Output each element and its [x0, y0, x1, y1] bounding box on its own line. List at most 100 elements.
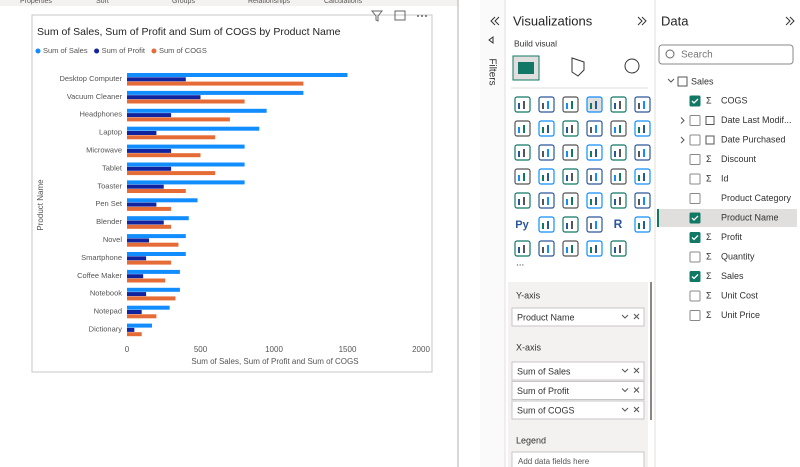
visual-icon[interactable]	[634, 192, 651, 209]
focus-icon[interactable]	[394, 10, 406, 21]
visual-icon[interactable]	[586, 144, 603, 161]
collapse-icon[interactable]	[637, 16, 647, 26]
field-name[interactable]: Date Purchased	[721, 134, 786, 144]
visual-icon[interactable]: R	[614, 217, 623, 231]
visual-icon[interactable]	[538, 216, 555, 233]
field-well[interactable]	[511, 381, 645, 400]
visual-icon[interactable]	[610, 168, 627, 185]
visual-icon[interactable]	[538, 96, 555, 113]
analytics-tab[interactable]	[624, 58, 640, 74]
legend-label[interactable]: Sum of Profit	[102, 46, 146, 55]
visual-icon[interactable]	[586, 216, 603, 233]
legend-label[interactable]: Sum of COGS	[159, 46, 207, 55]
well-actions[interactable]	[621, 313, 640, 320]
visual-icon[interactable]	[610, 192, 627, 209]
format-tab[interactable]	[571, 57, 585, 77]
ribbon-tab[interactable]: Groups	[172, 0, 195, 5]
ribbon-tab[interactable]: Properties	[20, 0, 52, 5]
visual-frame[interactable]	[31, 14, 433, 373]
field-name[interactable]: Product Name	[721, 212, 779, 222]
visual-icon[interactable]	[562, 192, 579, 209]
visual-icon[interactable]	[586, 96, 603, 113]
visual-icon[interactable]	[610, 120, 627, 137]
field-name[interactable]: Sales	[721, 271, 744, 281]
filters-strip[interactable]	[480, 0, 505, 467]
visual-icon[interactable]: Py	[515, 219, 529, 231]
search-placeholder[interactable]: Search	[681, 50, 713, 61]
checkbox[interactable]	[689, 251, 701, 263]
collapse-icon[interactable]	[785, 16, 795, 26]
field-well[interactable]	[511, 361, 645, 381]
checkbox[interactable]	[689, 95, 701, 107]
drop-zone[interactable]	[511, 451, 645, 467]
visual-icon[interactable]	[514, 144, 531, 161]
visual-icon[interactable]	[562, 144, 579, 161]
more-icon[interactable]	[417, 15, 419, 17]
field-name[interactable]: Quantity	[721, 251, 755, 261]
visual-icon[interactable]	[514, 168, 531, 185]
field-name[interactable]: COGS	[721, 95, 748, 105]
checkbox[interactable]	[689, 232, 701, 243]
field-name[interactable]: Id	[721, 173, 729, 183]
visual-icon[interactable]	[514, 120, 531, 137]
visual-icon[interactable]	[538, 240, 555, 257]
filter-icon[interactable]	[370, 10, 384, 22]
visual-icon[interactable]	[538, 120, 555, 137]
visual-icon[interactable]	[562, 96, 579, 113]
checkbox[interactable]	[689, 212, 701, 224]
field-name[interactable]: Discount	[721, 154, 757, 164]
visual-icon[interactable]	[562, 168, 579, 185]
field-name[interactable]: Date Last Modif...	[721, 115, 792, 125]
visual-icon[interactable]	[562, 120, 579, 137]
ribbon-tab[interactable]: Relationships	[248, 0, 291, 5]
expand-icon[interactable]	[667, 78, 675, 83]
expand-icon[interactable]	[680, 117, 685, 124]
collapse-icon[interactable]	[490, 16, 500, 26]
visual-icon[interactable]	[562, 216, 579, 233]
visual-icon[interactable]	[562, 240, 579, 257]
well-actions[interactable]	[621, 387, 640, 393]
checkbox[interactable]	[689, 154, 701, 165]
visual-icon[interactable]	[610, 240, 627, 257]
checkbox[interactable]	[689, 193, 701, 204]
field-well[interactable]	[511, 307, 645, 327]
well-actions[interactable]	[621, 406, 640, 413]
field-name[interactable]: Unit Price	[721, 310, 760, 320]
table-name[interactable]: Sales	[691, 76, 714, 86]
visual-icon[interactable]	[634, 168, 651, 185]
legend-label[interactable]: Sum of Sales	[43, 46, 88, 55]
ribbon-tab[interactable]: Calculations	[324, 0, 363, 5]
visual-icon[interactable]	[634, 96, 651, 113]
checkbox[interactable]	[689, 134, 701, 146]
visual-icon[interactable]	[634, 144, 651, 161]
checkbox[interactable]	[689, 310, 701, 321]
visual-icon[interactable]	[634, 120, 651, 137]
visual-icon[interactable]	[586, 240, 603, 257]
filters-title[interactable]: Filters	[486, 58, 497, 85]
field-name[interactable]: Profit	[721, 232, 743, 242]
checkbox[interactable]	[689, 173, 701, 185]
search-box[interactable]	[658, 44, 794, 65]
ribbon-tab[interactable]: Sort	[96, 0, 109, 5]
visual-icon[interactable]	[610, 96, 627, 113]
visual-icon[interactable]	[586, 168, 603, 185]
visual-icon[interactable]	[538, 144, 555, 161]
well-actions[interactable]	[621, 367, 640, 374]
expand-icon[interactable]	[680, 136, 685, 144]
visual-icon[interactable]	[538, 168, 555, 185]
visual-icon[interactable]	[514, 96, 531, 113]
visual-icon[interactable]	[514, 192, 531, 209]
visual-icon[interactable]	[586, 120, 603, 137]
checkbox[interactable]	[689, 271, 701, 282]
field-well[interactable]	[511, 400, 645, 420]
checkbox[interactable]	[689, 115, 701, 126]
visual-icon[interactable]	[634, 216, 651, 233]
field-name[interactable]: Product Category	[721, 193, 792, 203]
visual-icon[interactable]	[538, 192, 555, 209]
filter-icon[interactable]	[488, 36, 494, 44]
field-name[interactable]: Unit Cost	[721, 290, 759, 300]
visual-icon[interactable]	[610, 144, 627, 161]
checkbox[interactable]	[689, 290, 701, 302]
more-visuals[interactable]: ...	[516, 258, 524, 269]
visual-icon[interactable]	[586, 192, 603, 209]
